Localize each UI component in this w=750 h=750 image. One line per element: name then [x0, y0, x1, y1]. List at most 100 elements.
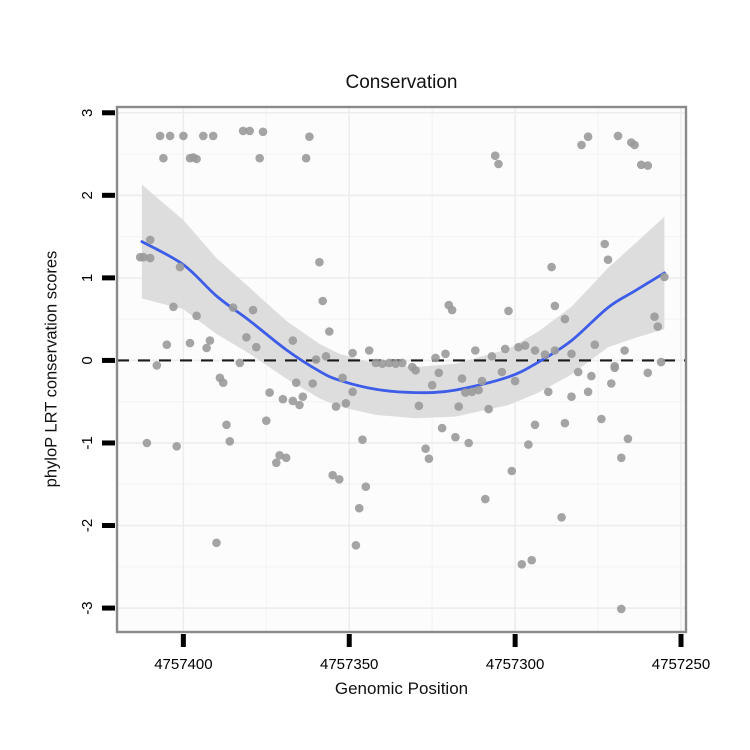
data-point	[540, 350, 550, 359]
data-point	[145, 253, 155, 263]
data-point	[378, 359, 387, 369]
data-point	[583, 132, 593, 141]
data-point	[172, 442, 181, 451]
data-point	[427, 380, 437, 390]
data-point	[514, 342, 523, 352]
data-point	[202, 343, 211, 353]
data-point	[262, 416, 271, 426]
x-axis-title: Genomic Position	[334, 679, 469, 698]
y-tick-label: -1	[79, 436, 96, 449]
data-point	[251, 342, 261, 352]
data-point	[212, 538, 221, 548]
data-point	[255, 153, 264, 163]
data-point	[587, 371, 596, 381]
data-point	[169, 302, 178, 312]
data-point	[600, 239, 609, 249]
data-point	[278, 394, 288, 404]
data-point	[567, 349, 576, 359]
data-point	[643, 368, 653, 378]
data-point	[421, 444, 430, 454]
data-point	[656, 357, 666, 367]
data-point	[364, 346, 374, 355]
data-point	[550, 301, 560, 311]
data-point	[507, 466, 517, 476]
data-point	[335, 475, 344, 484]
data-point	[487, 352, 497, 361]
data-point	[464, 438, 474, 448]
data-point	[145, 235, 155, 245]
data-point	[520, 341, 530, 350]
data-point	[295, 400, 304, 410]
x-tick-label: 4757300	[486, 656, 544, 673]
data-point	[414, 401, 424, 411]
data-point	[152, 361, 162, 370]
data-point	[617, 453, 626, 463]
data-point	[218, 378, 228, 388]
data-point	[315, 257, 324, 267]
data-point	[613, 131, 623, 141]
y-tick-label: 0	[79, 356, 96, 364]
data-point	[620, 346, 629, 355]
x-tick-label: 4757400	[154, 656, 212, 673]
data-point	[311, 355, 321, 364]
data-point	[308, 379, 318, 388]
data-point	[338, 373, 347, 383]
data-point	[610, 363, 619, 373]
data-point	[155, 131, 165, 141]
chart-title: Conservation	[345, 72, 458, 93]
data-point	[325, 327, 334, 336]
data-point	[159, 153, 168, 163]
data-point	[617, 604, 626, 614]
y-axis-title: phyloP LRT conservation scores	[42, 250, 61, 488]
data-point	[603, 255, 613, 264]
data-point	[185, 338, 195, 348]
data-point	[199, 131, 208, 141]
data-point	[225, 437, 235, 446]
data-point	[431, 353, 440, 363]
data-point	[557, 513, 566, 522]
data-point	[530, 346, 540, 355]
data-point	[175, 262, 185, 272]
data-point	[281, 453, 291, 463]
y-tick-label: 1	[79, 274, 96, 282]
data-point	[447, 305, 457, 315]
data-point	[391, 359, 401, 369]
data-point	[527, 555, 536, 565]
data-point	[524, 440, 533, 449]
data-point	[424, 454, 434, 464]
data-point	[474, 385, 483, 395]
data-point	[504, 306, 513, 316]
data-point	[354, 503, 364, 513]
y-tick-label: 2	[79, 191, 96, 199]
data-point	[265, 388, 274, 397]
data-point	[305, 132, 314, 141]
x-tick-label: 4757250	[652, 656, 710, 673]
data-point	[590, 340, 600, 350]
data-point	[192, 311, 201, 321]
data-point	[597, 414, 606, 424]
data-point	[298, 392, 308, 402]
axis-ticks	[102, 110, 684, 647]
data-point	[660, 272, 669, 282]
data-point	[441, 349, 450, 359]
data-point	[550, 346, 560, 355]
data-point	[222, 420, 231, 430]
data-point	[500, 344, 510, 354]
data-point	[530, 420, 540, 430]
data-point	[348, 348, 357, 358]
data-point	[461, 388, 470, 397]
data-point	[398, 358, 407, 368]
panel-border	[115, 105, 688, 634]
y-tick-label: 3	[79, 109, 96, 117]
data-point	[228, 303, 238, 312]
data-point	[361, 482, 371, 492]
data-point	[205, 336, 215, 345]
data-point	[245, 126, 254, 136]
data-point	[630, 140, 639, 150]
data-point	[490, 151, 500, 160]
data-point	[384, 358, 394, 368]
axis-tick-labels: 4757400 4757350 4757300 4757250 3 2 1 0 -1 -2 -3	[79, 109, 710, 673]
data-point	[510, 376, 520, 386]
data-point	[288, 336, 298, 345]
